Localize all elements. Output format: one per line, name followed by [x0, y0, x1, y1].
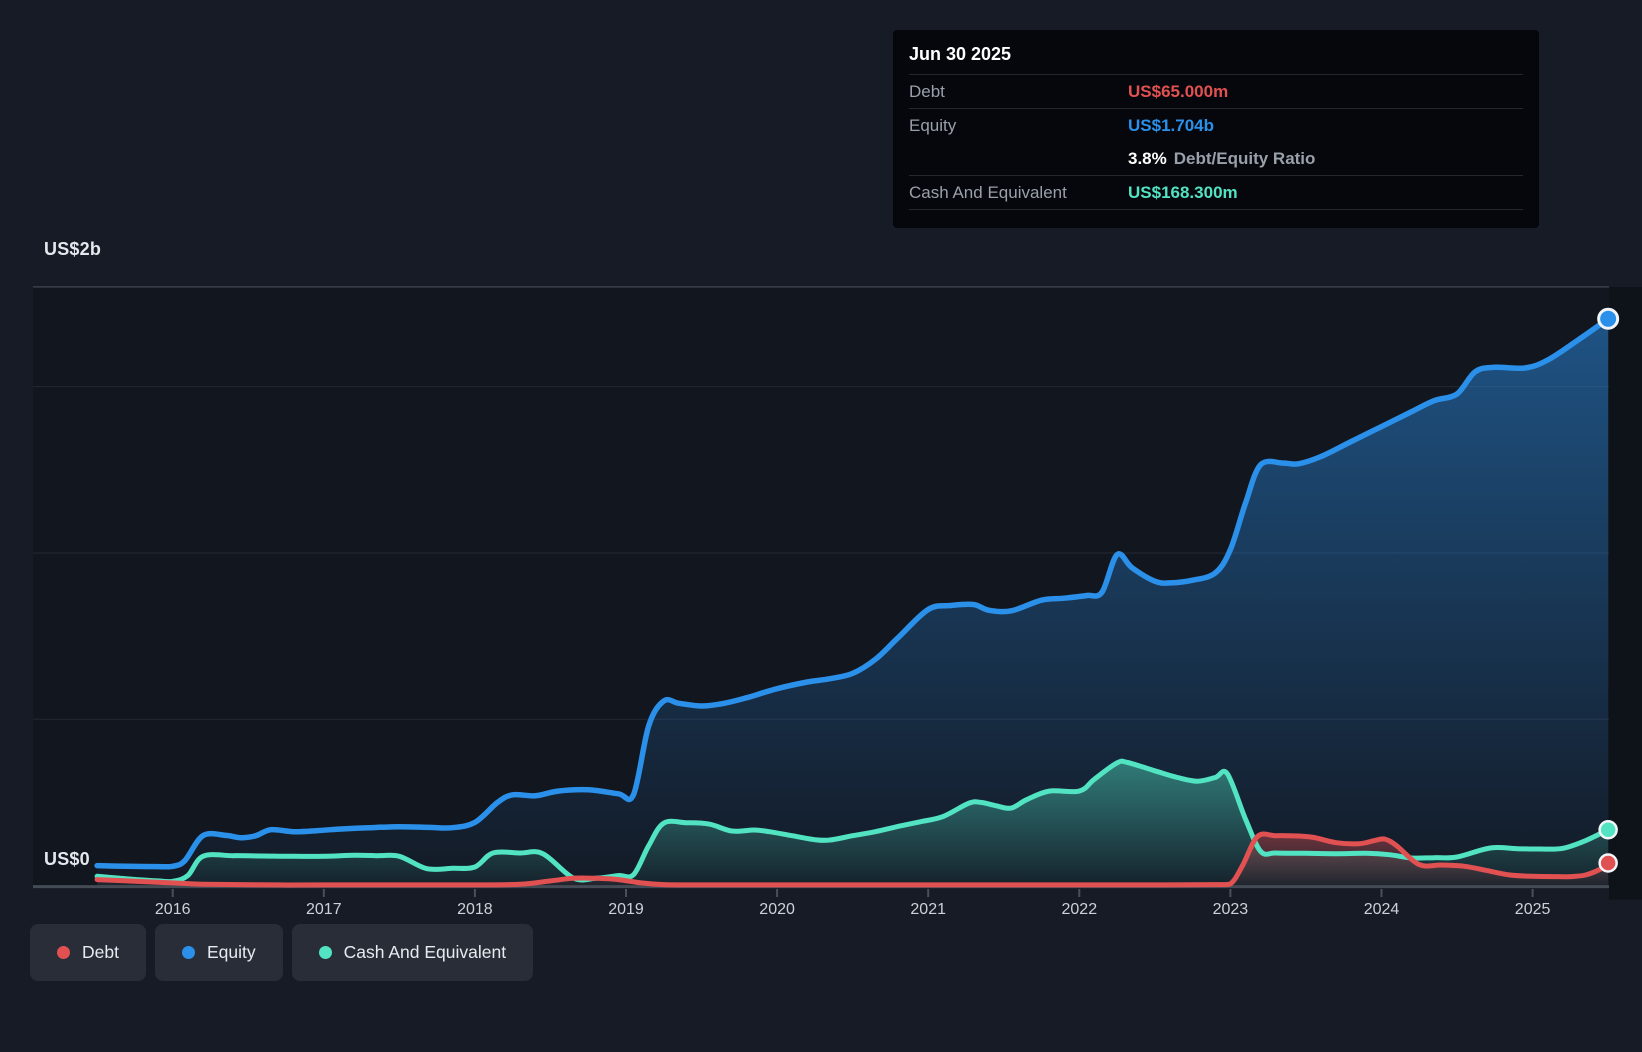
equity-legend-dot-icon [181, 946, 195, 959]
x-axis-label-2021: 2021 [910, 901, 946, 918]
cash-and-equivalent-end-dot[interactable] [1598, 819, 1618, 840]
tooltip-cash-label: Cash And Equivalent [909, 182, 1067, 202]
x-axis-label-2020: 2020 [759, 901, 795, 918]
debt-line [94, 831, 1611, 888]
x-axis-label-2017: 2017 [306, 901, 342, 918]
tooltip-cash-value: US$168.300m [1128, 182, 1238, 202]
cash-legend-dot-icon [318, 946, 332, 959]
equity-line [94, 316, 1611, 870]
legend-item-debt[interactable]: Debt [30, 924, 146, 981]
chart-legend: Debt Equity Cash And Equivalent [30, 924, 534, 981]
plot-right-margin [1609, 287, 1642, 900]
chart-tooltip: Jun 30 2025 Debt US$65.000m Equity US$1.… [893, 30, 1539, 228]
cash-and-equivalent-area [97, 761, 1609, 886]
tooltip-row-ratio: 3.8% Debt/Equity Ratio [909, 142, 1523, 175]
debt-legend-dot-icon [57, 946, 70, 959]
debt-area [97, 834, 1609, 886]
tooltip-date: Jun 30 2025 [909, 44, 1012, 64]
legend-equity-label: Equity [206, 942, 256, 962]
x-axis-label-2018: 2018 [457, 901, 493, 918]
tooltip-ratio-value: 3.8% [1128, 148, 1167, 168]
x-axis-label-2016: 2016 [154, 901, 191, 918]
tooltip-row-debt: Debt US$65.000m [909, 74, 1523, 108]
tooltip-debt-value: US$65.000m [1128, 81, 1229, 101]
y-axis-label-top: US$2b [44, 239, 102, 259]
debt-end-dot[interactable] [1598, 853, 1618, 873]
x-axis-label-2019: 2019 [608, 901, 644, 918]
tooltip-row-cash: Cash And Equivalent US$168.300m [909, 175, 1523, 210]
tooltip-equity-label: Equity [909, 115, 957, 135]
x-axis-label-2022: 2022 [1061, 901, 1098, 918]
tooltip-debt-label: Debt [909, 81, 945, 101]
tooltip-equity-value: US$1.704b [1128, 115, 1214, 135]
legend-debt-label: Debt [82, 942, 119, 962]
equity-area [97, 318, 1609, 886]
cash-and-equivalent-line [94, 758, 1611, 885]
x-axis-label-2023: 2023 [1212, 901, 1249, 918]
legend-cash-label: Cash And Equivalent [343, 942, 507, 962]
x-axis-label-2024: 2024 [1363, 901, 1400, 918]
equity-end-dot[interactable] [1597, 307, 1620, 330]
tooltip-ratio-label: Debt/Equity Ratio [1173, 148, 1316, 168]
legend-item-cash[interactable]: Cash And Equivalent [291, 924, 534, 981]
tooltip-row-equity: Equity US$1.704b [909, 108, 1523, 142]
x-axis-label-2025: 2025 [1514, 901, 1551, 918]
legend-item-equity[interactable]: Equity [154, 924, 283, 981]
y-axis-label-zero: US$0 [44, 849, 90, 869]
